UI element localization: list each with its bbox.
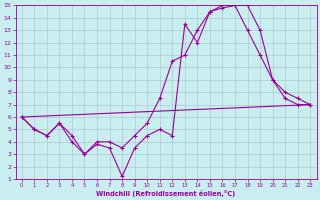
- X-axis label: Windchill (Refroidissement éolien,°C): Windchill (Refroidissement éolien,°C): [96, 190, 236, 197]
